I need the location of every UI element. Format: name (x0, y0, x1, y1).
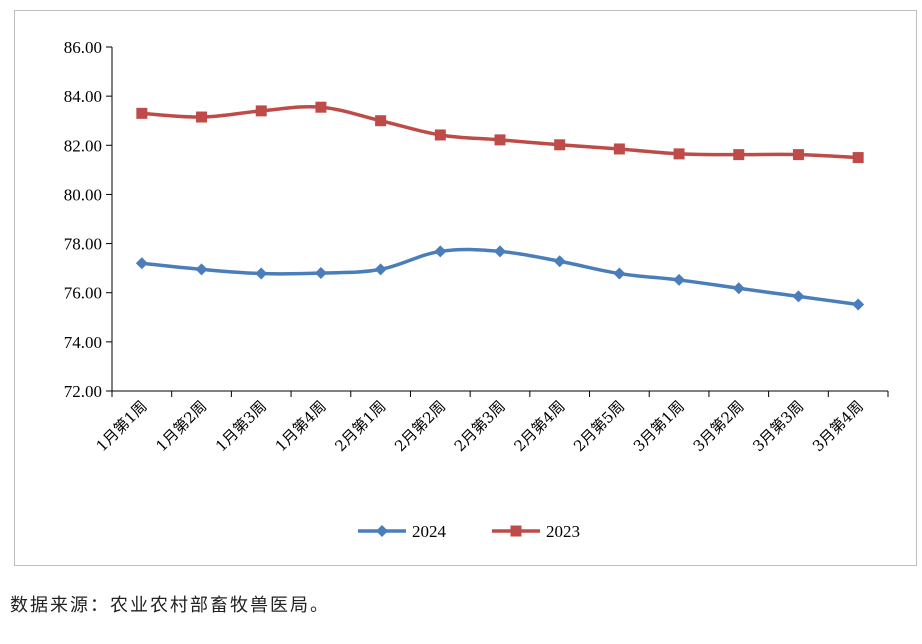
x-category-label: 2月第4周 (510, 397, 568, 455)
data-point-2023 (494, 134, 506, 146)
x-category-label: 2月第2周 (391, 397, 449, 455)
data-point-2024 (135, 257, 148, 270)
data-point-2024 (732, 282, 745, 295)
data-point-2024 (195, 263, 208, 276)
data-point-2024 (434, 245, 447, 258)
data-point-2023 (554, 139, 566, 151)
data-point-2023 (315, 101, 327, 113)
y-tick-label: 72.00 (64, 382, 102, 401)
data-point-2024 (314, 267, 327, 280)
y-tick-label: 76.00 (64, 284, 102, 303)
legend: 2024 2023 (358, 522, 580, 541)
x-category-label: 1月第2周 (152, 397, 210, 455)
x-category-label: 1月第4周 (272, 397, 330, 455)
y-tick-label: 82.00 (64, 136, 102, 155)
x-category-label: 3月第2周 (690, 397, 748, 455)
data-source-note: 数据来源：农业农村部畜牧兽医局。 (10, 595, 330, 616)
x-axis-ticks: 1月第1周 1月第2周 1月第3周 1月第4周 2月第1周 2月第2周 2月第3周 2月第4周… (93, 391, 889, 455)
x-category-label: 1月第3周 (212, 397, 270, 455)
x-category-label: 3月第3周 (749, 397, 807, 455)
data-point-2024 (553, 255, 566, 268)
y-tick-label: 74.00 (64, 333, 102, 352)
chart-frame (14, 10, 917, 566)
series-line-2024 (141, 247, 859, 307)
data-point-2024 (613, 267, 626, 280)
data-point-2023 (375, 115, 387, 127)
data-point-2024 (852, 298, 865, 311)
legend-marker-2023 (510, 525, 522, 537)
x-category-label: 3月第4周 (809, 397, 867, 455)
series-line-2023 (141, 105, 859, 160)
x-category-label: 2月第5周 (570, 397, 628, 455)
data-point-2023 (673, 148, 685, 160)
data-point-2024 (673, 273, 686, 286)
data-point-2024 (494, 245, 506, 258)
data-point-2023 (136, 107, 148, 119)
data-point-2023 (196, 111, 208, 123)
y-tick-label: 86.00 (64, 38, 102, 57)
data-point-2023 (613, 143, 625, 155)
data-point-2023 (434, 129, 446, 141)
data-point-2023 (255, 105, 267, 117)
data-point-2024 (374, 263, 387, 276)
y-axis-ticks: 72.00 74.00 76.00 78.00 80.00 82.00 84.00 86.00 (64, 38, 112, 401)
legend-marker-2024 (376, 525, 388, 537)
x-category-label: 2月第1周 (331, 397, 389, 455)
x-category-label: 3月第1周 (630, 397, 688, 455)
data-point-2023 (852, 152, 864, 164)
x-category-label: 2月第3周 (451, 397, 509, 455)
data-point-2024 (255, 267, 268, 280)
series-group (135, 101, 865, 311)
y-tick-label: 80.00 (64, 185, 102, 204)
axes (111, 47, 888, 392)
data-point-2023 (792, 149, 804, 161)
legend-label-2023: 2023 (546, 522, 580, 541)
y-tick-label: 78.00 (64, 235, 102, 254)
legend-label-2024: 2024 (412, 522, 447, 541)
data-point-2023 (733, 149, 745, 161)
y-tick-label: 84.00 (64, 87, 102, 106)
data-point-2024 (792, 290, 805, 303)
x-category-label: 1月第1周 (93, 397, 151, 455)
